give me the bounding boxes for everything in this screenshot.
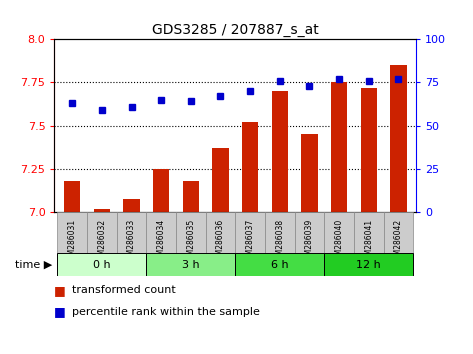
Bar — [146, 253, 236, 276]
Bar — [272, 91, 288, 212]
Bar — [390, 65, 407, 212]
Text: GSM286031: GSM286031 — [68, 218, 77, 265]
Bar — [57, 253, 146, 276]
Bar — [64, 181, 80, 212]
Bar — [87, 212, 117, 253]
Text: time ▶: time ▶ — [15, 259, 52, 270]
Bar — [94, 209, 110, 212]
Bar — [123, 199, 140, 212]
Bar — [117, 212, 146, 253]
Bar — [242, 122, 258, 212]
Bar — [354, 212, 384, 253]
Bar — [57, 212, 87, 253]
Text: GSM286036: GSM286036 — [216, 218, 225, 265]
Bar — [176, 212, 206, 253]
Text: 6 h: 6 h — [271, 259, 289, 270]
Text: 12 h: 12 h — [357, 259, 381, 270]
Text: GSM286035: GSM286035 — [186, 218, 195, 265]
Text: GSM286037: GSM286037 — [245, 218, 254, 265]
Text: 0 h: 0 h — [93, 259, 111, 270]
Bar — [301, 135, 318, 212]
Text: GSM286033: GSM286033 — [127, 218, 136, 265]
Bar — [331, 82, 347, 212]
Text: percentile rank within the sample: percentile rank within the sample — [72, 307, 260, 316]
Bar — [295, 212, 324, 253]
Bar — [324, 212, 354, 253]
Bar — [236, 253, 324, 276]
Text: GSM286039: GSM286039 — [305, 218, 314, 265]
Bar — [153, 169, 169, 212]
Text: GSM286041: GSM286041 — [364, 218, 373, 265]
Text: ■: ■ — [54, 305, 70, 318]
Text: GSM286038: GSM286038 — [275, 218, 284, 265]
Bar — [265, 212, 295, 253]
Text: GSM286034: GSM286034 — [157, 218, 166, 265]
Text: GSM286040: GSM286040 — [334, 218, 343, 265]
Text: GSM286032: GSM286032 — [97, 218, 106, 265]
Bar — [236, 212, 265, 253]
Text: GSM286042: GSM286042 — [394, 218, 403, 265]
Bar — [324, 253, 413, 276]
Text: transformed count: transformed count — [72, 285, 176, 295]
Bar — [183, 181, 199, 212]
Text: 3 h: 3 h — [182, 259, 200, 270]
Bar — [146, 212, 176, 253]
Text: GDS3285 / 207887_s_at: GDS3285 / 207887_s_at — [152, 23, 319, 37]
Bar — [360, 87, 377, 212]
Text: ■: ■ — [54, 284, 70, 297]
Bar — [212, 148, 228, 212]
Bar — [384, 212, 413, 253]
Bar — [206, 212, 236, 253]
